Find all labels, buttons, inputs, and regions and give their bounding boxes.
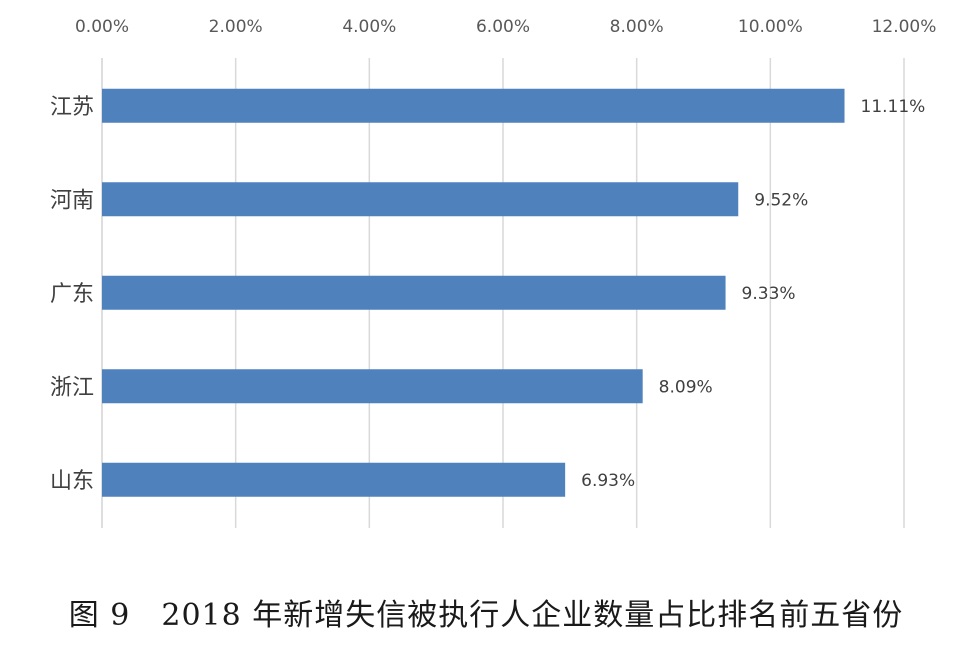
category-label: 浙江 bbox=[50, 375, 94, 400]
data-label: 9.52% bbox=[754, 190, 808, 210]
bar bbox=[102, 275, 726, 310]
data-labels: 11.11% 9.52% 9.33% 8.09% 6.93% bbox=[581, 97, 925, 491]
bar-chart: 0.00% 2.00% 4.00% 6.00% 8.00% 10.00% 12.00% 江苏… bbox=[50, 17, 936, 528]
x-tick-label: 2.00% bbox=[209, 17, 263, 37]
category-label: 广东 bbox=[50, 282, 94, 307]
bar bbox=[102, 88, 845, 123]
data-label: 6.93% bbox=[581, 471, 635, 491]
x-tick-label: 0.00% bbox=[75, 17, 129, 37]
x-tick-label: 10.00% bbox=[738, 17, 803, 37]
category-label: 山东 bbox=[50, 469, 94, 494]
bar bbox=[102, 182, 739, 217]
bar bbox=[102, 462, 566, 497]
data-label: 11.11% bbox=[861, 97, 926, 117]
category-label: 河南 bbox=[50, 188, 94, 213]
bar bbox=[102, 369, 643, 404]
x-tick-label: 4.00% bbox=[342, 17, 396, 37]
chart-svg: 0.00% 2.00% 4.00% 6.00% 8.00% 10.00% 12.00% 江苏… bbox=[50, 17, 936, 528]
data-label: 8.09% bbox=[659, 377, 713, 397]
x-tick-label: 12.00% bbox=[872, 17, 937, 37]
bars bbox=[102, 88, 845, 497]
figure-caption: 图 9 2018 年新增失信被执行人企业数量占比排名前五省份 bbox=[68, 598, 904, 633]
data-label: 9.33% bbox=[742, 284, 796, 304]
x-tick-labels: 0.00% 2.00% 4.00% 6.00% 8.00% 10.00% 12.00% bbox=[75, 17, 936, 37]
x-tick-label: 8.00% bbox=[610, 17, 664, 37]
category-label: 江苏 bbox=[50, 95, 94, 120]
x-tick-label: 6.00% bbox=[476, 17, 530, 37]
